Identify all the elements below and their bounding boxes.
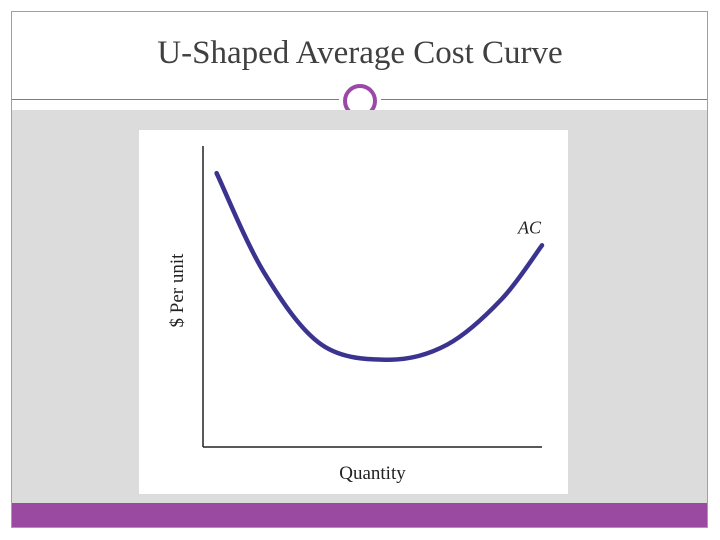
chart-panel: AC Quantity $ Per unit	[139, 130, 568, 494]
bottom-accent-bar	[12, 503, 707, 527]
series-label-ac: AC	[517, 217, 542, 237]
ac-curve-line	[214, 170, 545, 362]
title-divider-right	[381, 99, 707, 100]
x-axis-label: Quantity	[339, 463, 406, 484]
y-axis-label: $ Per unit	[167, 253, 188, 328]
slide-title: U-Shaped Average Cost Curve	[157, 35, 563, 71]
title-divider-left	[12, 99, 339, 100]
ac-curve-chart: AC Quantity $ Per unit	[167, 146, 545, 484]
